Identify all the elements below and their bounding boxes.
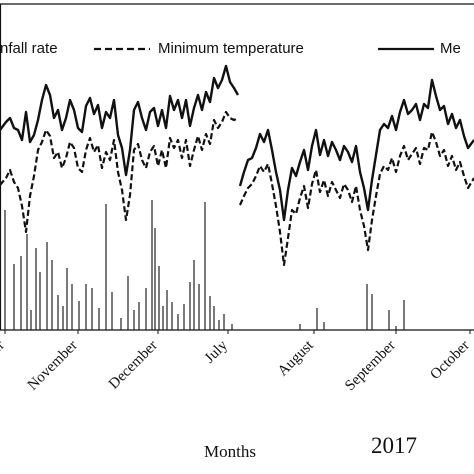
rainfall-bar [145, 288, 147, 330]
rainfall-bar [388, 310, 390, 330]
rainfall-bar [30, 310, 32, 330]
rainfall-bar [403, 300, 405, 330]
rainfall-bar [91, 288, 93, 330]
x-tick-labels: ber November December July August September Oc… [0, 330, 473, 394]
rainfall-bar [71, 284, 73, 330]
rainfall-bar [66, 268, 68, 330]
rainfall-bar [371, 294, 373, 330]
rainfall-bar [85, 284, 87, 330]
x-tick-label: November [25, 338, 81, 394]
rainfall-bar [171, 302, 173, 330]
rainfall-bar [51, 260, 53, 330]
rainfall-bar [35, 248, 37, 330]
rainfall-bar [366, 284, 368, 330]
rainfall-bar [299, 324, 301, 330]
rainfall-bar [111, 292, 113, 330]
rainfall-bar [26, 234, 28, 330]
rainfall-bar [204, 202, 206, 330]
rainfall-bar [13, 264, 15, 330]
rainfall-bar [105, 204, 107, 330]
x-tick-label: August [275, 337, 318, 380]
rainfall-bar [166, 290, 168, 330]
rainfall-bar [46, 242, 48, 330]
rainfall-bar [183, 304, 185, 330]
rainfall-bar [323, 322, 325, 330]
x-tick-label: December [106, 338, 161, 393]
rainfall-bar [4, 210, 6, 330]
rainfall-bar [158, 266, 160, 330]
legend-label-mean-temp: Me [440, 40, 461, 57]
rainfall-bar [209, 296, 211, 330]
min-temperature-line [0, 110, 239, 234]
rainfall-bar [57, 295, 59, 330]
legend-label-rainfall: nfall rate [0, 40, 58, 57]
min-temperature-line [238, 130, 474, 267]
rainfall-bar [151, 200, 153, 330]
rainfall-bar [39, 272, 41, 330]
rainfall-bar [20, 256, 22, 330]
rainfall-bar [189, 282, 191, 330]
rainfall-bar [62, 306, 64, 330]
x-tick-label: October [427, 338, 472, 383]
rainfall-bar [231, 324, 233, 330]
mean-temperature-line [0, 64, 240, 177]
rainfall-bar [120, 318, 122, 330]
legend: nfall rate Minimum temperature Me [0, 40, 461, 57]
x-tick-label: September [342, 338, 399, 395]
rainfall-bars [4, 200, 405, 330]
rainfall-bar [213, 306, 215, 330]
rainfall-bar [223, 314, 225, 330]
rainfall-bar [162, 306, 164, 330]
mean-temperature-line [238, 78, 474, 222]
year-label: 2017 [371, 433, 417, 458]
rainfall-bar [78, 301, 80, 330]
x-tick-label: July [202, 337, 231, 366]
rainfall-bar [127, 276, 129, 330]
rainfall-bar [198, 284, 200, 330]
legend-label-min-temp: Minimum temperature [158, 40, 304, 57]
rainfall-bar [138, 302, 140, 330]
x-axis-label: Months [204, 442, 256, 461]
rainfall-bar [98, 308, 100, 330]
rainfall-bar [395, 326, 397, 330]
rainfall-bar [154, 228, 156, 330]
rainfall-bar [218, 320, 220, 330]
rainfall-bar [193, 260, 195, 330]
rainfall-bar [133, 310, 135, 330]
x-tick-label: ber [0, 338, 8, 363]
temperature-lines [0, 64, 474, 267]
rainfall-bar [177, 314, 179, 330]
rainfall-bar [316, 308, 318, 330]
